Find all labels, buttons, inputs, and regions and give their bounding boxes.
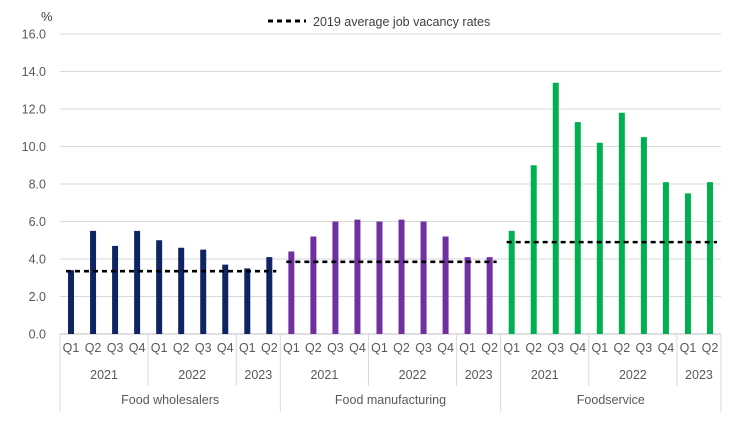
bar (222, 264, 229, 334)
x-tick-quarter-label: Q3 (547, 341, 564, 355)
x-tick-group-label: Foodservice (577, 393, 645, 407)
bar (596, 142, 603, 334)
bar (310, 236, 317, 334)
bar (508, 230, 515, 334)
bar (332, 221, 339, 334)
bar (706, 182, 713, 334)
x-tick-year-label: 2022 (399, 368, 427, 382)
y-tick-label: 6.0 (29, 215, 46, 229)
y-tick-label: 12.0 (22, 103, 46, 117)
bar (244, 268, 251, 334)
x-tick-group-label: Food manufacturing (335, 393, 446, 407)
bar (618, 112, 625, 334)
x-tick-quarter-label: Q1 (371, 341, 388, 355)
x-tick-quarter-label: Q1 (680, 341, 697, 355)
x-tick-year-label: 2022 (178, 368, 206, 382)
x-tick-quarter-label: Q1 (283, 341, 300, 355)
y-axis-unit-label: % (41, 9, 53, 24)
legend: 2019 average job vacancy rates (268, 15, 490, 29)
x-tick-quarter-label: Q2 (614, 341, 631, 355)
bars (68, 82, 713, 334)
x-tick-quarter-label: Q4 (437, 341, 454, 355)
x-tick-year-label: 2022 (619, 368, 647, 382)
gridlines (60, 33, 721, 335)
x-tick-quarter-label: Q2 (702, 341, 719, 355)
x-tick-quarter-label: Q2 (305, 341, 322, 355)
x-tick-quarter-label: Q2 (481, 341, 498, 355)
bar (420, 221, 427, 334)
y-tick-label: 8.0 (29, 178, 46, 192)
x-tick-quarter-label: Q4 (658, 341, 675, 355)
average-lines (66, 240, 717, 273)
y-tick-label: 4.0 (29, 253, 46, 267)
bar (574, 122, 581, 334)
bar (90, 230, 97, 334)
x-tick-quarter-label: Q3 (327, 341, 344, 355)
x-tick-quarter-label: Q2 (393, 341, 410, 355)
x-tick-year-label: 2023 (244, 368, 272, 382)
x-tick-quarter-label: Q1 (63, 341, 80, 355)
bar (552, 82, 559, 334)
bar (288, 251, 295, 334)
bar (200, 249, 207, 334)
x-tick-quarter-label: Q2 (173, 341, 190, 355)
x-tick-year-label: 2021 (531, 368, 559, 382)
bar (68, 270, 75, 334)
bar (486, 257, 493, 334)
x-tick-quarter-label: Q4 (129, 341, 146, 355)
x-tick-quarter-label: Q1 (151, 341, 168, 355)
x-tick-quarter-label: Q3 (636, 341, 653, 355)
x-tick-quarter-label: Q3 (415, 341, 432, 355)
bar (684, 193, 691, 334)
bar (662, 182, 669, 334)
bar (640, 137, 647, 334)
x-tick-year-label: 2023 (685, 368, 713, 382)
x-tick-quarter-label: Q1 (503, 341, 520, 355)
bar (134, 230, 141, 334)
bar (442, 236, 449, 334)
x-tick-quarter-label: Q2 (525, 341, 542, 355)
bar (266, 257, 273, 334)
x-tick-quarter-label: Q2 (85, 341, 102, 355)
x-tick-quarter-label: Q4 (349, 341, 366, 355)
x-tick-quarter-label: Q3 (107, 341, 124, 355)
x-tick-quarter-label: Q3 (195, 341, 212, 355)
y-tick-label: 14.0 (22, 65, 46, 79)
x-tick-year-label: 2021 (310, 368, 338, 382)
x-tick-quarter-label: Q4 (217, 341, 234, 355)
bar (156, 240, 163, 334)
bar (178, 247, 185, 334)
x-tick-group-label: Food wholesalers (121, 393, 219, 407)
y-tick-label: 16.0 (22, 28, 46, 42)
y-tick-label: 0.0 (29, 328, 46, 342)
x-tick-quarter-label: Q1 (459, 341, 476, 355)
y-tick-label: 2.0 (29, 290, 46, 304)
y-tick-label: 10.0 (22, 140, 46, 154)
x-tick-quarter-label: Q1 (591, 341, 608, 355)
bar (376, 221, 383, 334)
x-tick-year-label: 2023 (465, 368, 493, 382)
x-tick-quarter-label: Q1 (239, 341, 256, 355)
bar (354, 219, 361, 334)
x-tick-quarter-label: Q4 (569, 341, 586, 355)
x-tick-year-label: 2021 (90, 368, 118, 382)
legend-label: 2019 average job vacancy rates (313, 15, 490, 29)
x-tick-quarter-label: Q2 (261, 341, 278, 355)
bar (464, 257, 471, 334)
bar (398, 219, 405, 334)
x-axis-categories: Q1 Q2 Q3 Q4 2021 Q1 Q2 Q3 Q4 2022 Q1 Q2 2023 Food who… (59, 334, 722, 412)
y-axis: 0.0 2.0 4.0 6.0 8.0 10.0 12.0 14.0 16.0 (22, 28, 46, 342)
bar (530, 165, 537, 334)
bar (112, 245, 119, 334)
